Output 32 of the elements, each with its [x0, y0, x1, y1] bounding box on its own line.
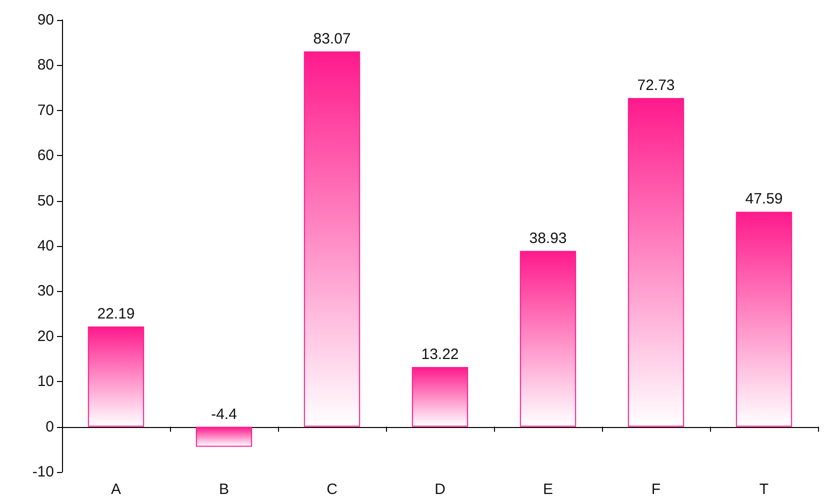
y-tick-label: 50	[37, 192, 54, 210]
data-label: 13.22	[421, 346, 459, 364]
y-tick-label: 70	[37, 102, 54, 119]
bar	[88, 326, 144, 427]
data-label: 83.07	[313, 30, 351, 48]
x-tick-label: F	[651, 481, 661, 497]
data-label: 22.19	[97, 306, 135, 322]
x-tick-label: B	[218, 481, 230, 497]
y-tick-label: 20	[37, 328, 54, 345]
data-label: -4.4	[211, 406, 237, 423]
x-tick-label: D	[434, 481, 446, 497]
x-tick-label: C	[326, 481, 338, 497]
bar	[628, 98, 684, 427]
y-tick-label: -10	[32, 464, 54, 480]
y-tick-label: 90	[37, 12, 54, 28]
data-label: 72.73	[637, 77, 675, 94]
y-tick-label: 0	[46, 418, 54, 436]
y-tick-label: 80	[37, 56, 54, 74]
y-tick-label: 30	[37, 282, 54, 300]
x-tick-label: A	[110, 481, 122, 497]
data-label: 38.93	[529, 230, 567, 247]
data-label: 47.59	[745, 190, 783, 208]
bar	[412, 367, 468, 427]
x-tick-label: T	[759, 481, 769, 497]
y-tick-label: 40	[37, 238, 54, 254]
x-tick-label: E	[542, 481, 554, 497]
y-tick-label: 10	[37, 373, 54, 390]
bar	[520, 250, 576, 427]
bar	[196, 426, 252, 447]
bar	[304, 51, 360, 427]
bar	[736, 212, 792, 427]
y-tick-label: 60	[37, 147, 54, 164]
